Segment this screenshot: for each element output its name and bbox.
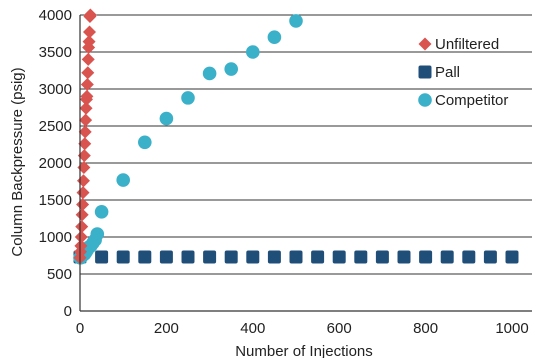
y-tick-label: 1000 xyxy=(39,229,72,246)
unfiltered-point xyxy=(74,230,88,244)
pall-point xyxy=(332,250,346,264)
legend-label-competitor: Competitor xyxy=(435,92,508,109)
y-tick-label: 1500 xyxy=(39,192,72,209)
legend-label-unfiltered: Unfiltered xyxy=(435,36,499,53)
unfiltered-point xyxy=(78,125,92,139)
y-tick-label: 2000 xyxy=(39,155,72,172)
data-points xyxy=(73,8,519,265)
y-tick-label: 3000 xyxy=(39,81,72,98)
x-tick-label: 1000 xyxy=(495,320,528,337)
legend-marker-competitor xyxy=(418,93,432,107)
pall-point xyxy=(462,250,476,264)
x-tick-label: 400 xyxy=(240,320,265,337)
y-axis-title: Column Backpressure (psig) xyxy=(9,67,26,256)
axes xyxy=(79,15,532,312)
pall-point xyxy=(419,250,433,264)
unfiltered-point xyxy=(81,66,95,80)
competitor-point xyxy=(138,135,152,150)
pall-point xyxy=(375,250,389,264)
pall-point xyxy=(397,250,411,264)
y-tick-label: 500 xyxy=(47,266,72,283)
legend: Unfiltered Pall Competitor xyxy=(418,36,508,109)
x-tick-label: 200 xyxy=(154,320,179,337)
pall-point xyxy=(159,250,173,264)
pall-point xyxy=(354,250,368,264)
unfiltered-point xyxy=(83,25,97,39)
competitor-point xyxy=(116,173,130,187)
unfiltered-point xyxy=(83,8,97,22)
legend-label-pall: Pall xyxy=(435,64,460,81)
unfiltered-point xyxy=(76,197,90,211)
competitor-point xyxy=(159,111,174,126)
y-tick-label: 2500 xyxy=(39,118,72,135)
competitor-point xyxy=(181,91,195,105)
competitor-point xyxy=(246,45,260,59)
competitor-point xyxy=(267,30,282,44)
unfiltered-point xyxy=(76,174,90,188)
legend-marker-unfiltered xyxy=(418,37,432,51)
competitor-point xyxy=(94,205,109,219)
pall-point xyxy=(289,250,303,264)
x-axis-title: Number of Injections xyxy=(235,343,373,358)
pall-point xyxy=(505,250,519,264)
pall-point xyxy=(440,250,454,264)
unfiltered-point xyxy=(81,52,95,66)
competitor-point xyxy=(289,14,303,28)
x-tick-label: 800 xyxy=(413,320,438,337)
tick-labels: 0 500 1000 1500 2000 2500 3000 3500 4000 0 200 400 6… xyxy=(39,7,529,337)
unfiltered-point xyxy=(75,220,89,234)
pall-point xyxy=(311,250,325,264)
unfiltered-point xyxy=(79,101,93,115)
grid-lines xyxy=(80,14,532,312)
x-tick-label: 0 xyxy=(76,320,84,337)
x-tick-label: 600 xyxy=(327,320,352,337)
y-tick-label: 4000 xyxy=(39,7,72,24)
pall-point xyxy=(95,250,109,264)
unfiltered-point xyxy=(80,78,94,92)
pall-point xyxy=(203,250,217,264)
pall-point xyxy=(181,250,195,264)
legend-marker-pall xyxy=(418,65,432,79)
pall-point xyxy=(138,250,152,264)
unfiltered-point xyxy=(82,35,96,49)
pall-point xyxy=(483,250,497,264)
pall-point xyxy=(116,250,130,264)
competitor-point xyxy=(90,227,105,241)
unfiltered-point xyxy=(80,89,94,103)
pall-point xyxy=(224,250,238,264)
unfiltered-point xyxy=(74,239,88,253)
y-tick-label: 3500 xyxy=(39,44,72,61)
unfiltered-point xyxy=(77,149,91,163)
unfiltered-point xyxy=(78,137,92,151)
competitor-point xyxy=(202,66,217,81)
pall-point xyxy=(246,250,260,264)
unfiltered-point xyxy=(76,186,90,200)
unfiltered-point xyxy=(75,208,89,222)
unfiltered-point xyxy=(79,113,93,127)
pall-point xyxy=(267,250,281,264)
competitor-point xyxy=(224,62,238,76)
y-tick-label: 0 xyxy=(64,303,72,320)
unfiltered-point xyxy=(77,160,91,174)
